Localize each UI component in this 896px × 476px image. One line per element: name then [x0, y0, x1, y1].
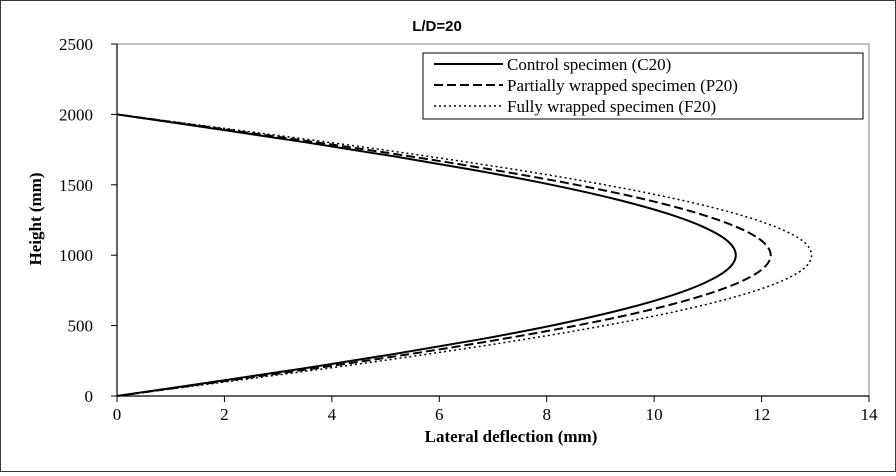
x-tick-label: 10	[646, 405, 663, 424]
x-tick-label: 12	[753, 405, 770, 424]
y-tick-label: 500	[68, 317, 94, 336]
legend-label: Control specimen (C20)	[507, 55, 671, 74]
legend-label: Partially wrapped specimen (P20)	[507, 76, 738, 95]
y-tick-label: 2000	[59, 105, 93, 124]
legend-box	[422, 52, 864, 120]
y-tick-label: 1000	[59, 246, 93, 265]
x-axis-label: Lateral deflection (mm)	[425, 427, 598, 446]
y-tick-label: 1500	[59, 176, 93, 195]
x-tick-label: 4	[328, 405, 337, 424]
x-tick-label: 8	[542, 405, 551, 424]
series-line-dashed	[116, 113, 772, 397]
y-tick-label: 2500	[59, 35, 93, 54]
series-line-dotted	[116, 113, 813, 397]
series-line-solid	[116, 113, 737, 397]
y-axis-label: Height (mm)	[26, 172, 45, 265]
x-tick-label: 2	[220, 405, 229, 424]
x-tick-label: 14	[861, 405, 879, 424]
chart-title: L/D=20	[412, 18, 462, 35]
legend-label: Fully wrapped specimen (F20)	[507, 97, 716, 116]
y-tick-label: 0	[85, 387, 94, 406]
x-tick-label: 6	[435, 405, 444, 424]
x-tick-label: 0	[113, 405, 122, 424]
